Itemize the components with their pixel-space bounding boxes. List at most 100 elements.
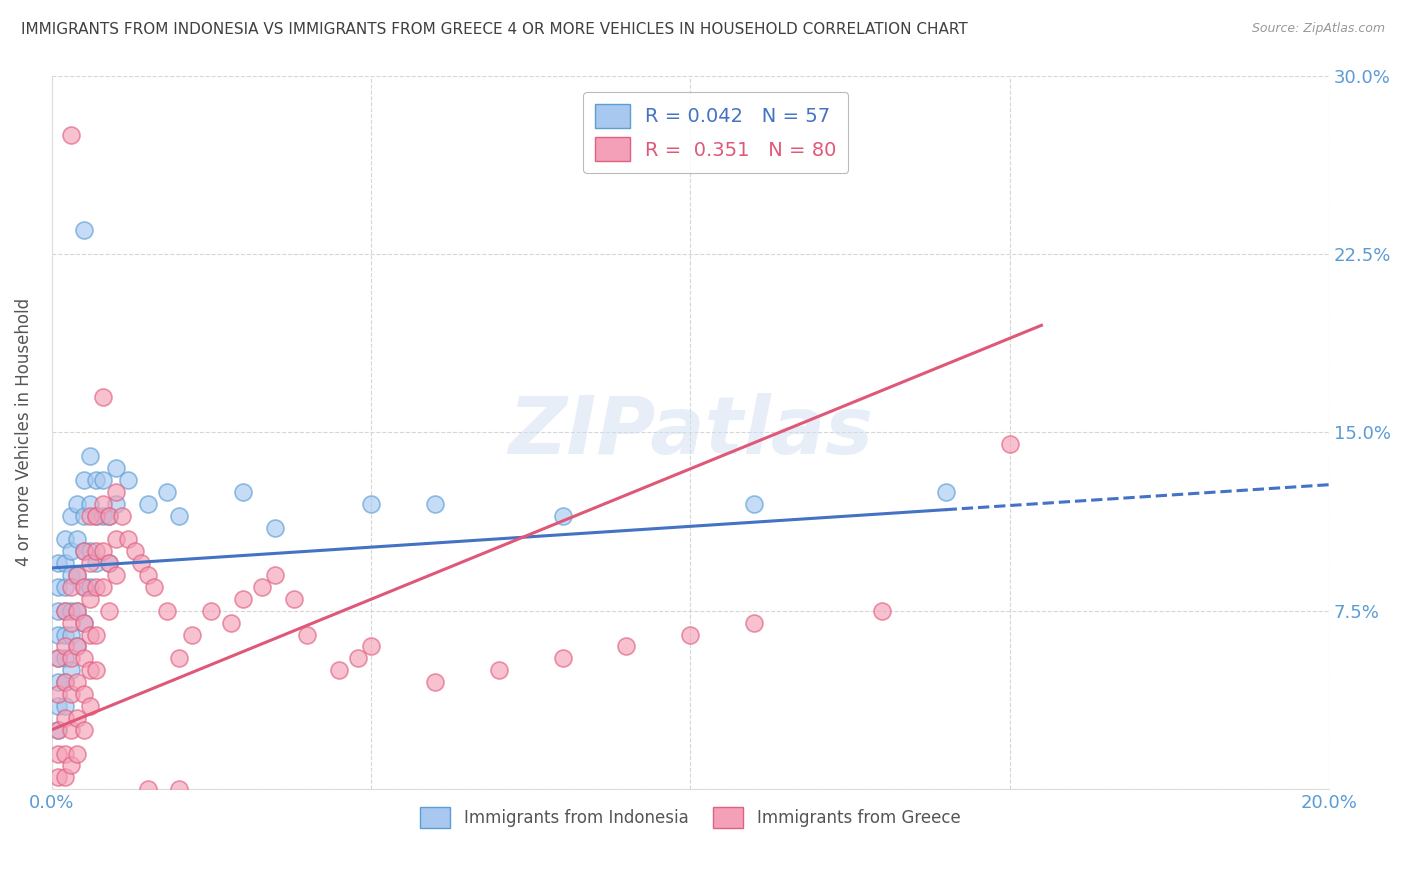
Point <box>111 508 134 523</box>
Point <box>46 723 69 737</box>
Point <box>66 711 89 725</box>
Point <box>104 497 127 511</box>
Text: Source: ZipAtlas.com: Source: ZipAtlas.com <box>1251 22 1385 36</box>
Point <box>46 651 69 665</box>
Point <box>59 687 82 701</box>
Point <box>79 556 101 570</box>
Point <box>551 651 574 665</box>
Point <box>124 544 146 558</box>
Point <box>59 627 82 641</box>
Point <box>46 747 69 761</box>
Point <box>79 508 101 523</box>
Point <box>53 580 76 594</box>
Point <box>104 484 127 499</box>
Point <box>98 508 121 523</box>
Point <box>59 128 82 142</box>
Point <box>73 723 96 737</box>
Point <box>136 568 159 582</box>
Point <box>59 580 82 594</box>
Point <box>86 627 108 641</box>
Point <box>79 544 101 558</box>
Point <box>59 544 82 558</box>
Point <box>79 497 101 511</box>
Point <box>73 687 96 701</box>
Point <box>86 663 108 677</box>
Point <box>79 449 101 463</box>
Point <box>117 473 139 487</box>
Point <box>46 675 69 690</box>
Text: IMMIGRANTS FROM INDONESIA VS IMMIGRANTS FROM GREECE 4 OR MORE VEHICLES IN HOUSEH: IMMIGRANTS FROM INDONESIA VS IMMIGRANTS … <box>21 22 967 37</box>
Point <box>870 604 893 618</box>
Point <box>551 508 574 523</box>
Point <box>66 640 89 654</box>
Point <box>59 615 82 630</box>
Point <box>117 533 139 547</box>
Point <box>488 663 510 677</box>
Point <box>86 544 108 558</box>
Point <box>104 568 127 582</box>
Point <box>53 533 76 547</box>
Point <box>73 615 96 630</box>
Point <box>295 627 318 641</box>
Point <box>998 437 1021 451</box>
Point <box>73 615 96 630</box>
Point <box>91 580 114 594</box>
Point <box>59 663 82 677</box>
Point <box>79 627 101 641</box>
Point <box>79 698 101 713</box>
Point <box>232 484 254 499</box>
Point <box>360 640 382 654</box>
Point <box>46 556 69 570</box>
Point <box>219 615 242 630</box>
Point <box>742 497 765 511</box>
Point <box>73 223 96 237</box>
Point <box>86 508 108 523</box>
Point <box>142 580 165 594</box>
Point <box>136 497 159 511</box>
Point <box>53 651 76 665</box>
Point <box>46 687 69 701</box>
Point <box>59 604 82 618</box>
Point <box>53 604 76 618</box>
Point <box>46 627 69 641</box>
Point <box>53 675 76 690</box>
Point <box>423 497 446 511</box>
Point <box>59 758 82 772</box>
Point <box>181 627 204 641</box>
Point <box>66 568 89 582</box>
Point <box>91 473 114 487</box>
Point <box>86 473 108 487</box>
Point <box>73 651 96 665</box>
Point <box>264 520 287 534</box>
Point <box>73 544 96 558</box>
Point <box>53 711 76 725</box>
Point <box>104 461 127 475</box>
Point <box>66 568 89 582</box>
Point <box>423 675 446 690</box>
Point <box>169 651 191 665</box>
Point <box>98 556 121 570</box>
Point <box>46 770 69 784</box>
Point <box>73 580 96 594</box>
Point <box>53 627 76 641</box>
Point <box>79 591 101 606</box>
Point <box>91 508 114 523</box>
Point <box>66 747 89 761</box>
Point <box>104 533 127 547</box>
Point <box>53 604 76 618</box>
Point <box>53 675 76 690</box>
Point <box>79 580 101 594</box>
Point <box>66 604 89 618</box>
Point <box>360 497 382 511</box>
Point <box>59 508 82 523</box>
Point <box>91 544 114 558</box>
Point <box>73 580 96 594</box>
Point <box>91 390 114 404</box>
Point <box>53 640 76 654</box>
Point <box>86 508 108 523</box>
Point <box>53 698 76 713</box>
Point <box>53 747 76 761</box>
Point <box>742 615 765 630</box>
Point <box>66 675 89 690</box>
Point <box>86 556 108 570</box>
